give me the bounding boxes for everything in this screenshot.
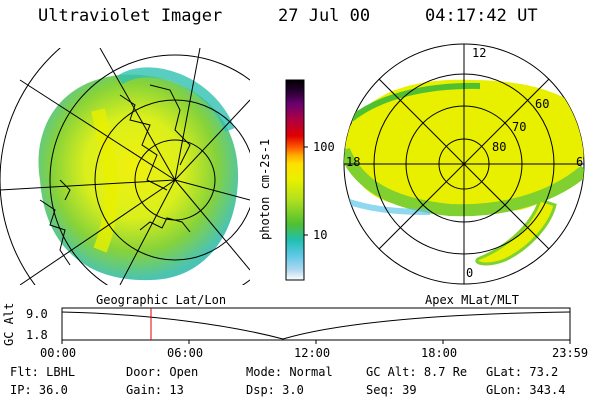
geographic-caption: Geographic Lat/Lon — [96, 293, 227, 307]
alt-ytick-1-8: 1.8 — [26, 328, 48, 342]
alt-ylabel: GC Alt — [2, 302, 16, 346]
mlat-label-60: 60 — [535, 97, 550, 111]
info-door: Door: Open — [126, 365, 199, 379]
mlt-label-18: 18 — [346, 155, 361, 169]
alt-xtick-0000: 00:00 — [40, 346, 77, 360]
date-label: 27 Jul 00 — [278, 6, 371, 26]
info-glat: GLat: 73.2 — [486, 365, 559, 379]
apex-caption: Apex MLat/MLT — [425, 293, 519, 307]
mlt-label-0: 0 — [466, 266, 474, 280]
colorbar — [285, 79, 305, 281]
info-seq: Seq: 39 — [366, 383, 417, 397]
info-filter: Flt: LBHL — [10, 365, 76, 379]
alt-xtick-2359: 23:59 — [552, 346, 589, 360]
info-ip: IP: 36.0 — [10, 383, 68, 397]
instrument-title: Ultraviolet Imager — [38, 6, 223, 26]
alt-xtick-1200: 12:00 — [294, 346, 331, 360]
geographic-image — [0, 48, 250, 285]
mlat-label-70: 70 — [512, 120, 527, 134]
info-gain: Gain: 13 — [126, 383, 184, 397]
colorbar-tick-10: 10 — [313, 228, 328, 242]
alt-ytick-9: 9.0 — [26, 307, 48, 321]
colorbar-unit-label: photon cm-2s-1 — [258, 138, 272, 240]
mlt-label-12: 12 — [472, 46, 487, 60]
info-mode: Mode: Normal — [246, 365, 333, 379]
alt-xtick-0600: 06:00 — [167, 346, 204, 360]
info-gc-alt: GC Alt: 8.7 Re — [366, 365, 468, 379]
mlt-label-6: 6 — [576, 155, 584, 169]
info-dsp: Dsp: 3.0 — [246, 383, 304, 397]
alt-xtick-1800: 18:00 — [421, 346, 458, 360]
colorbar-tick-100: 100 — [313, 140, 335, 154]
mlat-label-80: 80 — [492, 140, 507, 154]
altitude-plot — [61, 307, 571, 344]
mlat-mlt-image — [343, 43, 585, 285]
info-glon: GLon: 343.4 — [486, 383, 566, 397]
time-label: 04:17:42 UT — [425, 6, 538, 26]
